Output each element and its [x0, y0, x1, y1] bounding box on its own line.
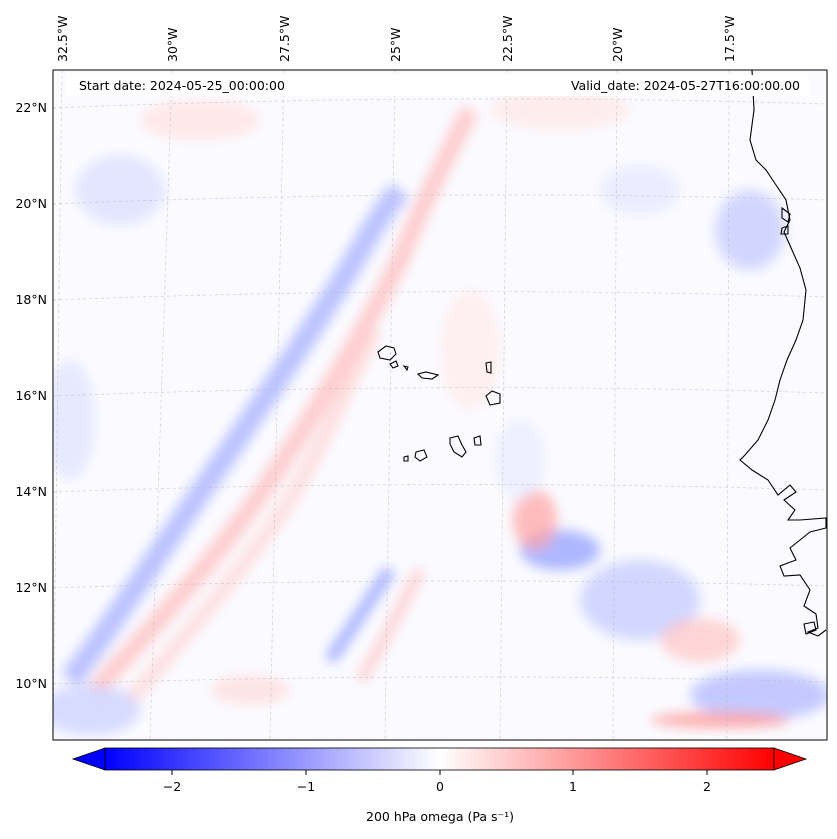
graticule [53, 70, 827, 740]
date-info-box [66, 75, 809, 96]
island-santo-antao [377, 345, 397, 361]
island-sao-vicente [389, 360, 399, 369]
lon-label-30w: 30°W [165, 27, 180, 62]
colorbar-extend-high [773, 747, 808, 771]
island-santa-luzia [402, 365, 409, 372]
positive-band-secondary [124, 326, 382, 705]
island-bijagos [803, 621, 817, 635]
island-fogo [414, 449, 428, 462]
map-frame [52, 69, 828, 741]
negative-band-main [61, 183, 409, 687]
negative-patch-bottom [690, 670, 827, 720]
positive-band-main [88, 105, 479, 697]
lat-label-12n: 12°N [15, 580, 47, 595]
lat-label-16n: 16°N [15, 388, 47, 403]
colorbar-ticks [171, 770, 708, 775]
negative-patch-sw [53, 685, 140, 735]
lon-label-27-5w: 27.5°W [277, 16, 292, 62]
positive-patch-nw [140, 100, 260, 140]
colorbar-tick-label-2: 2 [703, 779, 711, 794]
lon-label-22-5w: 22.5°W [500, 16, 515, 62]
positive-patch-e [660, 618, 740, 662]
colorbar: −2 −1 0 1 2 200 hPa omega (Pa s⁻¹) [71, 747, 808, 824]
island-sao-nicolau [416, 371, 440, 380]
positive-patch-se [513, 490, 557, 550]
lon-label-32-5w: 32.5°W [55, 16, 70, 62]
colorbar-tick-label-neg2: −2 [163, 779, 181, 794]
colorbar-label: 200 hPa omega (Pa s⁻¹) [366, 809, 514, 824]
island-boa-vista [485, 390, 501, 406]
valid-date-label: Valid_date: 2024-05-27T16:00:00.00 [571, 78, 800, 93]
lon-label-25w: 25°W [388, 27, 403, 62]
island-sal [485, 361, 492, 374]
lat-label-18n: 18°N [15, 292, 47, 307]
latitude-labels: 22°N 20°N 18°N 16°N 14°N 12°N 10°N [15, 100, 47, 691]
negative-patch-w [53, 360, 95, 480]
colorbar-extend-low [71, 747, 106, 771]
colorbar-tick-label-1: 1 [569, 779, 577, 794]
positive-patch-s [210, 675, 290, 705]
negative-patch-center [495, 420, 545, 500]
lat-label-22n: 22°N [15, 100, 47, 115]
island-east-coast-b [780, 225, 789, 235]
positive-patch-n [490, 90, 630, 130]
negative-band-south [325, 566, 395, 664]
omega-field [53, 90, 827, 735]
start-date-label: Start date: 2024-05-25_00:00:00 [79, 78, 285, 93]
island-brava [403, 455, 409, 462]
colorbar-tick-label-neg1: −1 [297, 779, 315, 794]
negative-patch-n [600, 165, 680, 215]
negative-patch-e [580, 560, 700, 640]
island-maio [473, 435, 482, 446]
lat-label-14n: 14°N [15, 484, 47, 499]
map-panel: Start date: 2024-05-25_00:00:00 Valid_da… [53, 70, 827, 740]
negative-patch-nw [75, 155, 165, 225]
positive-patch-center [440, 290, 500, 410]
colorbar-tick-label-0: 0 [436, 779, 444, 794]
positive-patch-bottom [650, 712, 790, 728]
positive-band-south [355, 567, 425, 683]
island-east-coast-a [781, 206, 791, 223]
lon-label-20w: 20°W [610, 27, 625, 62]
longitude-labels: 32.5°W 30°W 27.5°W 25°W 22.5°W 20°W 17.5… [55, 16, 737, 62]
lat-label-20n: 20°N [15, 196, 47, 211]
island-santiago [449, 435, 467, 458]
lon-label-17-5w: 17.5°W [722, 16, 737, 62]
cape-verde-islands [377, 206, 817, 635]
colorbar-gradient [104, 747, 775, 771]
lat-label-10n: 10°N [15, 676, 47, 691]
negative-patch-ne [715, 190, 785, 270]
